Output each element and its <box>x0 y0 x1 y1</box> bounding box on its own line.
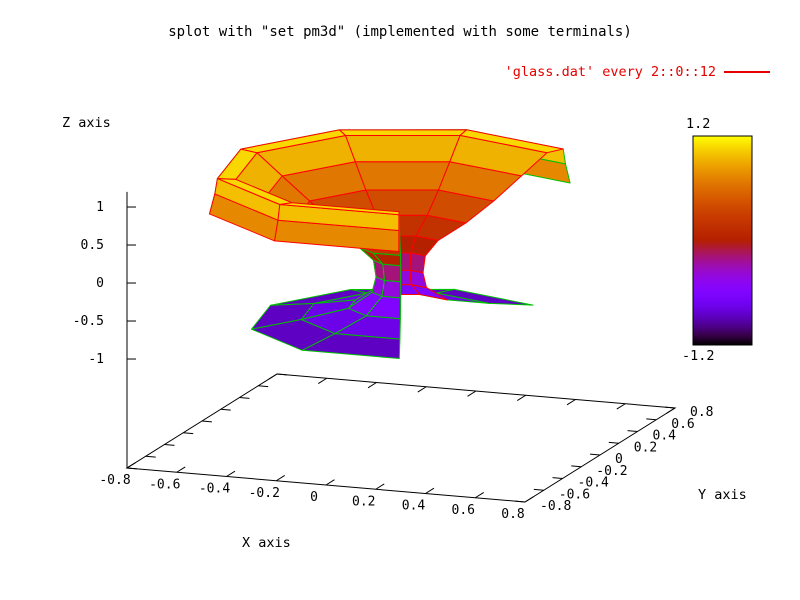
y-ticks: -0.8-0.6-0.4-0.200.20.40.60.8 <box>126 373 713 514</box>
surface-mesh <box>209 129 571 359</box>
svg-text:0.2: 0.2 <box>634 440 657 455</box>
svg-text:-1: -1 <box>88 352 104 367</box>
svg-text:-0.2: -0.2 <box>249 486 280 501</box>
colorbar <box>692 135 753 346</box>
z-axis: -1 -0.5 0 0.5 1 <box>73 191 136 468</box>
plot-title: splot with "set pm3d" (implemented with … <box>168 24 632 40</box>
legend-line-sample <box>724 71 770 73</box>
svg-text:0.4: 0.4 <box>653 429 677 444</box>
svg-text:0.6: 0.6 <box>452 503 475 518</box>
x-ticks: -0.8 -0.6 -0.4 -0.2 0 0.2 0.4 0.6 0.8 <box>99 373 676 522</box>
y-axis-title: Y axis <box>698 487 747 503</box>
x-axis-title: X axis <box>242 535 291 551</box>
colorbar-gradient <box>692 135 753 346</box>
svg-text:0.8: 0.8 <box>690 405 713 420</box>
legend-entry-label: 'glass.dat' every 2::0::12 <box>504 64 716 80</box>
svg-text:-0.6: -0.6 <box>149 477 180 492</box>
svg-text:0: 0 <box>96 276 104 291</box>
svg-text:-0.6: -0.6 <box>559 487 590 502</box>
colorbar-min-label: -1.2 <box>682 348 715 364</box>
svg-text:0.6: 0.6 <box>671 417 694 432</box>
svg-text:0.5: 0.5 <box>81 238 104 253</box>
z-axis-title: Z axis <box>62 115 111 131</box>
legend: 'glass.dat' every 2::0::12 <box>0 64 770 80</box>
svg-text:0.8: 0.8 <box>501 507 524 522</box>
svg-text:-0.2: -0.2 <box>596 464 627 479</box>
svg-text:0.2: 0.2 <box>352 494 375 509</box>
colorbar-max-label: 1.2 <box>686 116 711 132</box>
svg-text:-0.4: -0.4 <box>199 482 230 497</box>
svg-text:1: 1 <box>96 200 104 215</box>
svg-text:0: 0 <box>615 452 623 467</box>
svg-text:-0.5: -0.5 <box>73 314 104 329</box>
svg-text:-0.8: -0.8 <box>99 473 130 488</box>
svg-text:-0.4: -0.4 <box>578 476 609 491</box>
svg-text:0: 0 <box>310 490 318 505</box>
svg-text:-0.8: -0.8 <box>540 499 571 514</box>
svg-text:0.4: 0.4 <box>402 499 426 514</box>
